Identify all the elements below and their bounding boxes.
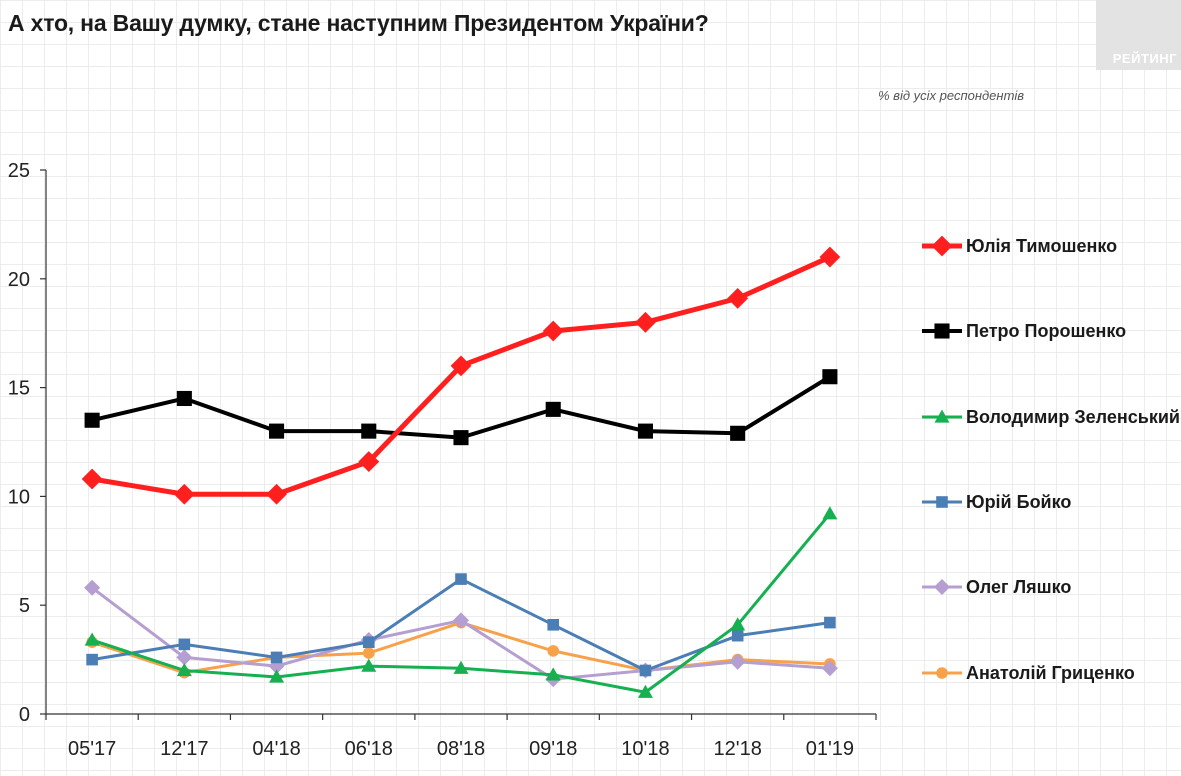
series-layer <box>81 246 841 698</box>
legend-marker <box>936 496 948 508</box>
series-line <box>91 375 831 440</box>
data-point <box>727 287 749 309</box>
data-point <box>545 401 561 417</box>
data-point <box>453 660 469 674</box>
data-point <box>178 638 191 651</box>
data-point <box>547 618 560 631</box>
x-tick-label: 01'19 <box>806 738 854 760</box>
data-point <box>266 483 287 505</box>
y-tick-label: 10 <box>8 486 30 508</box>
legend-label: Петро Порошенко <box>966 321 1126 341</box>
data-point <box>637 423 653 439</box>
series-2 <box>84 369 838 446</box>
data-point <box>450 355 472 377</box>
data-point <box>635 311 656 333</box>
data-point <box>176 662 192 677</box>
x-tick-label: 05'17 <box>68 738 116 760</box>
data-point <box>269 669 285 683</box>
brand-logo: РЕЙТИНГ <box>1096 0 1181 70</box>
data-point <box>819 246 841 268</box>
data-point <box>84 579 101 596</box>
legend-item-5: Олег Ляшко <box>922 577 1071 597</box>
legend-item-2: Петро Порошенко <box>922 321 1126 341</box>
y-tick-label: 5 <box>19 595 30 617</box>
data-point <box>542 320 564 342</box>
x-tick-label: 09'18 <box>529 738 577 760</box>
legend-label: Юлія Тимошенко <box>966 236 1117 256</box>
y-tick-label: 25 <box>8 160 30 182</box>
data-point <box>453 430 469 446</box>
data-point <box>84 632 100 646</box>
data-point <box>362 636 375 648</box>
data-point <box>358 451 380 472</box>
legend-marker <box>936 667 948 679</box>
data-point <box>362 647 375 659</box>
data-point <box>86 653 98 666</box>
chart-title: А хто, на Вашу думку, стане наступним Пр… <box>8 10 709 36</box>
x-tick-label: 10'18 <box>621 738 669 760</box>
data-point <box>270 651 283 664</box>
x-tick-label: 04'18 <box>252 738 300 760</box>
data-point <box>822 369 838 385</box>
data-point <box>176 390 192 407</box>
data-point <box>453 612 469 629</box>
legend-label: Володимир Зеленський <box>966 407 1180 427</box>
data-point <box>824 616 836 629</box>
x-tick-label: 06'18 <box>345 738 393 760</box>
legend-item-6: Анатолій Гриценко <box>922 663 1135 683</box>
x-tick-label: 08'18 <box>437 738 485 760</box>
legend-marker <box>931 235 953 257</box>
data-point <box>173 483 195 505</box>
data-point <box>731 629 744 642</box>
y-tick-label: 20 <box>8 269 30 291</box>
data-point <box>361 423 377 439</box>
data-point <box>269 423 285 439</box>
x-tick-label: 12'17 <box>160 738 208 760</box>
series-1 <box>81 246 841 505</box>
y-tick-label: 15 <box>8 378 30 400</box>
data-point <box>822 506 838 520</box>
data-point <box>547 645 560 657</box>
legend-item-1: Юлія Тимошенко <box>922 235 1117 257</box>
brand-label: РЕЙТИНГ <box>1112 51 1177 66</box>
data-point <box>730 425 746 441</box>
x-tick-label: 12'18 <box>714 738 762 760</box>
data-point <box>455 573 467 585</box>
data-point <box>821 660 838 677</box>
legend: Юлія Тимошенко Петро Порошенко Володимир З… <box>922 235 1180 683</box>
legend-item-4: Юрій Бойко <box>922 492 1071 512</box>
chart-subtitle: % від усіх респондентів <box>878 88 1025 103</box>
axes: 0 5 10 15 20 25 05'17 12'17 04'18 06'18 08'18 09'18… <box>8 160 877 760</box>
legend-label: Анатолій Гриценко <box>966 663 1135 683</box>
data-point <box>637 684 653 698</box>
data-point <box>730 617 746 631</box>
data-point <box>81 468 103 490</box>
legend-marker <box>934 579 950 595</box>
data-point <box>361 658 377 672</box>
legend-label: Юрій Бойко <box>966 492 1071 512</box>
series-3 <box>84 506 838 698</box>
data-point <box>639 664 652 677</box>
data-point <box>729 653 746 670</box>
legend-marker <box>934 323 950 339</box>
legend-label: Олег Ляшко <box>966 577 1071 597</box>
y-tick-label: 0 <box>19 704 30 726</box>
data-point <box>176 649 193 666</box>
data-point <box>545 667 561 681</box>
legend-item-3: Володимир Зеленський <box>922 407 1180 427</box>
data-point <box>84 412 100 428</box>
legend-marker <box>934 409 950 423</box>
